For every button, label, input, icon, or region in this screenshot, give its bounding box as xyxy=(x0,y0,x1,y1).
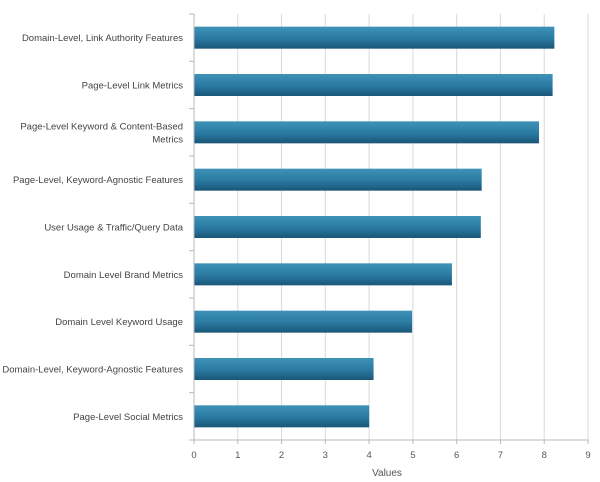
bar xyxy=(194,26,555,49)
bar xyxy=(194,358,374,380)
bar xyxy=(194,263,452,286)
x-tick-label: 4 xyxy=(366,450,371,461)
category-label: Domain Level Brand Metrics xyxy=(64,270,184,281)
axes xyxy=(189,13,588,441)
bars xyxy=(194,26,555,428)
category-label: Domain-Level, Keyword-Agnostic Features xyxy=(2,365,183,376)
x-tick-label: 7 xyxy=(498,450,503,461)
x-tick-label: 9 xyxy=(585,450,590,461)
x-tick-label: 5 xyxy=(410,450,415,461)
x-tick-label: 8 xyxy=(542,450,547,461)
category-label: User Usage & Traffic/Query Data xyxy=(44,223,183,234)
x-tick-label: 0 xyxy=(191,450,196,461)
x-tick-label: 2 xyxy=(279,450,284,461)
category-label: Domain Level Keyword Usage xyxy=(55,317,183,328)
bar xyxy=(194,216,481,238)
bar xyxy=(194,74,553,96)
category-label: Page-Level Keyword & Content-Based Metric… xyxy=(20,121,183,145)
category-label: Page-Level Social Metrics xyxy=(73,412,183,423)
x-tick-label: 3 xyxy=(323,450,328,461)
bar xyxy=(194,168,482,191)
bar xyxy=(194,121,540,144)
x-tick-label: 1 xyxy=(235,450,240,461)
x-tick-label: 6 xyxy=(454,450,459,461)
category-label: Page-Level, Keyword-Agnostic Features xyxy=(13,175,183,186)
bar xyxy=(194,405,370,428)
x-axis-title: Values xyxy=(372,468,402,479)
category-label: Page-Level Link Metrics xyxy=(82,81,184,92)
bar xyxy=(194,310,413,333)
category-label: Domain-Level, Link Authority Features xyxy=(22,33,183,44)
x-tick-labels: 0 1 2 3 4 5 6 7 8 9 xyxy=(191,440,591,461)
category-labels: Domain-Level, Link Authority Features Pag… xyxy=(2,33,183,423)
